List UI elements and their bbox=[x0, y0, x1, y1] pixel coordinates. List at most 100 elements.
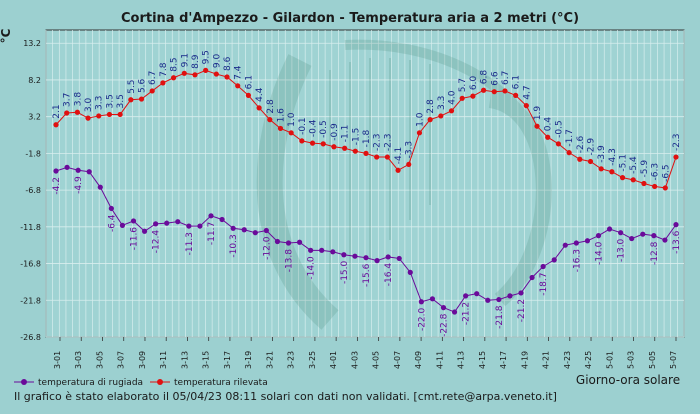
x-tick-label: 3-17 bbox=[223, 351, 232, 369]
data-label: 1.6 bbox=[276, 108, 286, 123]
chart-title: Cortina d'Ampezzo - Gilardon - Temperatu… bbox=[121, 11, 579, 26]
x-tick-label: 3-03 bbox=[74, 351, 83, 369]
data-label: -0.9 bbox=[330, 123, 340, 141]
data-point bbox=[96, 113, 102, 119]
y-axis-label: °C bbox=[0, 28, 13, 43]
x-tick-label: 4-17 bbox=[499, 351, 508, 369]
y-tick-label: -26.8 bbox=[20, 333, 41, 342]
data-point bbox=[459, 95, 465, 101]
data-point bbox=[429, 296, 436, 302]
data-label: 6.6 bbox=[490, 71, 500, 86]
data-point bbox=[384, 154, 390, 160]
x-tick-label: 3-07 bbox=[117, 351, 126, 369]
x-tick-label: 3-11 bbox=[159, 351, 168, 369]
data-label: -3.3 bbox=[405, 141, 415, 159]
data-point bbox=[566, 150, 572, 156]
data-label: -5.4 bbox=[629, 156, 639, 174]
data-point bbox=[584, 238, 591, 244]
data-point bbox=[208, 213, 214, 219]
data-label: -1.8 bbox=[362, 130, 372, 148]
data-point bbox=[74, 109, 80, 115]
data-point bbox=[451, 309, 458, 315]
data-label: 2.1 bbox=[52, 104, 62, 118]
data-label: 9.0 bbox=[212, 53, 222, 68]
data-label: 5.5 bbox=[127, 79, 137, 93]
x-tick-label: 4-11 bbox=[435, 351, 444, 369]
data-label: -2.3 bbox=[373, 133, 383, 151]
data-point bbox=[573, 240, 579, 246]
data-label: 3.7 bbox=[63, 93, 73, 107]
data-label: 3.0 bbox=[84, 98, 94, 113]
data-label: -11.3 bbox=[185, 232, 195, 255]
data-point bbox=[470, 93, 476, 99]
data-point bbox=[160, 80, 166, 86]
data-label: -12.8 bbox=[650, 241, 660, 265]
x-tick-label: 4-09 bbox=[414, 351, 423, 369]
x-tick-label: 4-01 bbox=[329, 351, 338, 369]
y-tick-label: -11.8 bbox=[20, 223, 41, 232]
data-label: -2.3 bbox=[672, 133, 682, 151]
data-point bbox=[523, 103, 529, 109]
data-label: -4.3 bbox=[608, 148, 618, 166]
data-label: 3.5 bbox=[105, 94, 115, 108]
data-label: -18.7 bbox=[539, 272, 549, 295]
harp-watermark bbox=[256, 39, 552, 330]
y-tick-labels: 13.2 8.2 3.2 -1.8 -6.8 -11.8 -16.8 -21.8 -26.8 bbox=[20, 39, 41, 342]
data-point bbox=[296, 239, 303, 245]
data-point bbox=[106, 111, 113, 118]
data-point bbox=[309, 140, 316, 146]
data-point bbox=[480, 87, 487, 93]
data-point bbox=[587, 158, 594, 165]
data-point bbox=[496, 296, 502, 303]
data-label: 2.8 bbox=[426, 99, 436, 114]
data-point bbox=[577, 156, 583, 162]
data-point bbox=[513, 92, 519, 98]
data-point bbox=[130, 218, 137, 224]
y-tick-label: -16.8 bbox=[20, 260, 41, 269]
data-point bbox=[427, 117, 433, 123]
x-tick-label: 3-15 bbox=[202, 351, 211, 369]
data-point bbox=[119, 222, 126, 228]
x-tick-label: 5-05 bbox=[648, 351, 657, 369]
data-label: 6.8 bbox=[480, 70, 490, 85]
data-label: -21.8 bbox=[495, 305, 505, 329]
data-point bbox=[395, 167, 401, 173]
data-point bbox=[277, 125, 284, 132]
x-tick-label: 5-01 bbox=[605, 351, 614, 369]
data-point bbox=[53, 122, 59, 128]
x-tick-label: 4-05 bbox=[372, 351, 381, 369]
data-point bbox=[518, 290, 524, 296]
data-point bbox=[640, 231, 646, 237]
data-label: -2.3 bbox=[383, 133, 393, 151]
legend: temperatura di rugiada temperatura rileva… bbox=[14, 378, 268, 388]
data-point bbox=[618, 230, 624, 236]
series-temperature bbox=[53, 67, 679, 191]
data-point bbox=[141, 228, 148, 234]
data-point bbox=[641, 180, 647, 187]
data-point bbox=[502, 88, 508, 94]
data-point bbox=[619, 175, 626, 181]
data-label: 0.4 bbox=[544, 117, 554, 132]
data-label: -21.2 bbox=[462, 302, 472, 325]
data-point bbox=[97, 184, 103, 190]
data-point bbox=[53, 168, 59, 174]
data-label: -13.6 bbox=[672, 230, 682, 254]
x-tick-label: 4-03 bbox=[350, 351, 359, 369]
data-label: 5.7 bbox=[458, 78, 468, 92]
data-point bbox=[170, 75, 177, 81]
data-label: 8.9 bbox=[191, 54, 201, 69]
x-tick-label: 4-23 bbox=[563, 351, 572, 369]
data-label: 1.9 bbox=[533, 106, 543, 121]
data-point bbox=[485, 297, 491, 303]
data-label: 4.7 bbox=[522, 85, 532, 99]
x-tick-label: 3-19 bbox=[244, 351, 253, 369]
data-point bbox=[598, 166, 604, 172]
data-label: -13.0 bbox=[617, 238, 627, 262]
data-label: 3.3 bbox=[95, 96, 105, 110]
data-point bbox=[252, 230, 258, 236]
data-point bbox=[651, 233, 657, 239]
x-tick-label: 4-25 bbox=[584, 351, 593, 369]
data-point bbox=[606, 226, 613, 232]
data-point bbox=[491, 89, 497, 95]
data-label: -11.6 bbox=[130, 227, 140, 251]
